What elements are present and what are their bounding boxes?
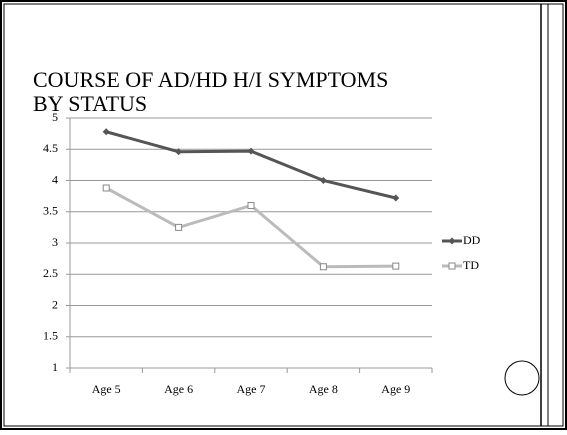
- y-tick-label: 5: [52, 110, 58, 124]
- x-tick-label: Age 6: [164, 382, 193, 396]
- slide-circle: [504, 360, 540, 396]
- x-tick-label: Age 5: [92, 382, 121, 396]
- series-line: [105, 130, 397, 200]
- point: [175, 148, 183, 156]
- point: [392, 262, 400, 270]
- legend-label: DD: [463, 233, 481, 247]
- point: [319, 177, 327, 184]
- slide-inner-border: [3, 3, 564, 427]
- series-line: [105, 186, 396, 269]
- legend-label: TD: [463, 258, 479, 272]
- y-tick-label: 4: [52, 172, 58, 186]
- point: [175, 223, 183, 231]
- legend-marker: [448, 262, 456, 270]
- y-tick-label: 1: [52, 360, 58, 374]
- chart-title: COURSE OF AD/HD H/I SYMPTOMS: [33, 67, 388, 92]
- point: [102, 184, 110, 192]
- legend-marker: [448, 237, 456, 245]
- y-tick-label: 2: [52, 297, 58, 311]
- point: [319, 263, 327, 271]
- x-tick-label: Age 8: [309, 382, 338, 396]
- x-tick-label: Age 7: [237, 382, 266, 396]
- point: [247, 202, 255, 209]
- y-tick-label: 3: [52, 235, 58, 249]
- y-tick-label: 4.5: [43, 141, 58, 155]
- point: [102, 128, 110, 136]
- point: [392, 194, 400, 202]
- y-tick-label: 2.5: [43, 266, 58, 280]
- x-tick-label: Age 9: [381, 382, 410, 396]
- chart-title: BY STATUS: [33, 91, 147, 116]
- point: [247, 147, 255, 155]
- y-tick-label: 3.5: [43, 204, 58, 218]
- y-tick-label: 1.5: [43, 329, 58, 343]
